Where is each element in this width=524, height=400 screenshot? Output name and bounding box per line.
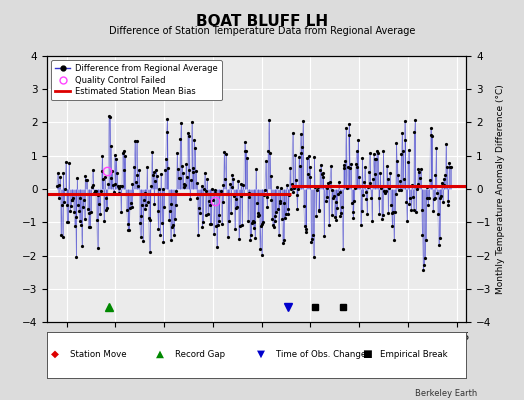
Text: Record Gap: Record Gap: [175, 350, 225, 358]
Legend: Difference from Regional Average, Quality Control Failed, Estimated Station Mean: Difference from Regional Average, Qualit…: [51, 60, 222, 100]
Y-axis label: Monthly Temperature Anomaly Difference (°C): Monthly Temperature Anomaly Difference (…: [496, 84, 505, 294]
Text: Empirical Break: Empirical Break: [380, 350, 448, 358]
Text: ▼: ▼: [257, 349, 265, 359]
Text: Difference of Station Temperature Data from Regional Average: Difference of Station Temperature Data f…: [109, 26, 415, 36]
Text: ▲: ▲: [156, 349, 164, 359]
Text: Station Move: Station Move: [70, 350, 127, 358]
Text: Berkeley Earth: Berkeley Earth: [414, 389, 477, 398]
Text: ■: ■: [362, 349, 372, 359]
Text: ◆: ◆: [51, 349, 59, 359]
Text: BOAT BLUFF LH: BOAT BLUFF LH: [196, 14, 328, 29]
Text: Time of Obs. Change: Time of Obs. Change: [276, 350, 366, 358]
